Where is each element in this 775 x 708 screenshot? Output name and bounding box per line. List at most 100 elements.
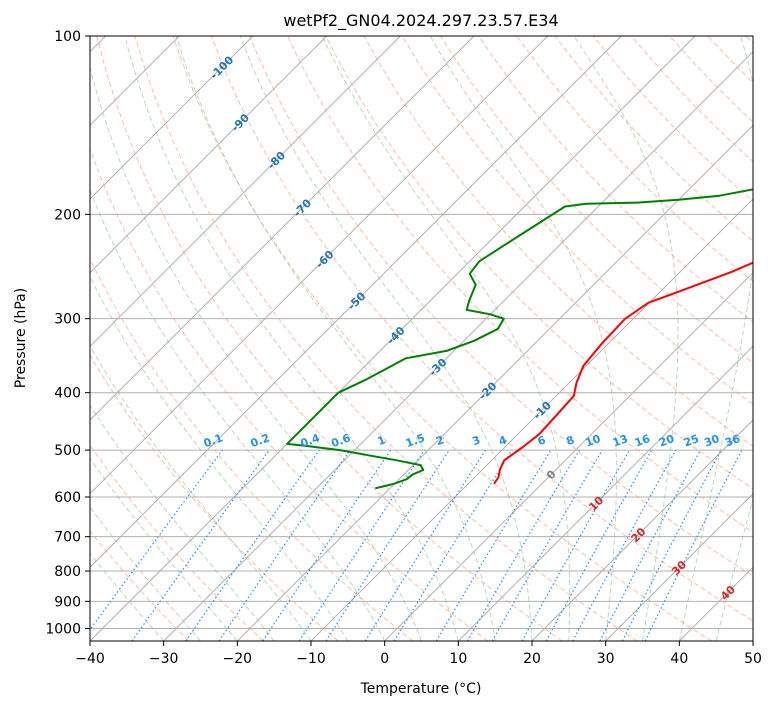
mixing-ratio-line xyxy=(521,449,631,641)
isotherm-line xyxy=(236,124,753,641)
mixing-ratio-label: 8 xyxy=(564,433,576,448)
mixing-ratio-line xyxy=(435,449,552,641)
mixing-ratio-label: 6 xyxy=(536,433,548,448)
moist-adiabat xyxy=(90,506,201,641)
isotherm-line xyxy=(384,271,753,641)
mixing-ratio-label: 10 xyxy=(584,432,603,450)
y-tick-label: 600 xyxy=(54,490,81,506)
isotherm-line xyxy=(531,419,753,641)
isotherm-line xyxy=(605,492,753,641)
isotherm-line xyxy=(457,345,753,641)
y-axis: 100 200 300 400 500 600 700 800 900 1000 xyxy=(45,29,90,637)
y-tick-label: 100 xyxy=(54,29,81,45)
moist-adiabat xyxy=(90,65,422,641)
moist-adiabat xyxy=(429,36,617,641)
mixing-ratio-label: 3 xyxy=(470,433,482,448)
y-tick-label: 300 xyxy=(54,312,81,328)
y-tick-label: 500 xyxy=(54,443,81,459)
mixing-ratio-line xyxy=(90,449,223,631)
dry-adiabat xyxy=(210,36,753,622)
mixing-ratio-label: 0.2 xyxy=(249,431,272,450)
isotherm-line xyxy=(90,36,475,421)
y-axis-label: Pressure (hPa) xyxy=(13,288,29,388)
isotherm-line xyxy=(163,50,753,641)
sounding-series xyxy=(286,188,753,490)
mixing-ratio-line xyxy=(262,449,392,641)
moist-adiabat xyxy=(124,36,459,641)
plot-frame xyxy=(89,35,754,642)
isotherm-line xyxy=(310,198,753,641)
isotherm-line xyxy=(90,36,401,348)
isotherm-line xyxy=(678,566,753,641)
isotherm-line xyxy=(90,36,622,569)
mixing-ratio-label: 25 xyxy=(682,432,701,449)
mixing-ratio-line xyxy=(364,449,486,641)
x-tick-label: 0 xyxy=(380,651,389,667)
temperature-profile xyxy=(493,261,753,485)
moist-adiabat xyxy=(573,36,679,641)
y-tick-label: 400 xyxy=(54,386,81,402)
y-tick-label: 1000 xyxy=(45,621,81,637)
mixing-ratio-label: 13 xyxy=(611,432,630,449)
moist-adiabat xyxy=(90,404,275,641)
mixing-ratio-line xyxy=(572,449,677,641)
moist-adiabat xyxy=(90,345,312,641)
mixing-ratio-line xyxy=(545,449,653,641)
moist-adiabat xyxy=(175,36,496,641)
mixing-ratio-line xyxy=(393,449,513,641)
y-tick-label: 200 xyxy=(54,207,81,223)
background-lines xyxy=(90,36,753,641)
dry-adiabat xyxy=(96,36,563,641)
dry-adiabat xyxy=(134,36,638,641)
dry-adiabat xyxy=(478,36,753,323)
dewpoint-profile xyxy=(286,188,753,490)
dry-adiabat xyxy=(707,36,753,84)
dry-adiabat xyxy=(90,354,339,641)
mixing-ratio-line xyxy=(298,449,425,641)
moist-adiabat xyxy=(90,275,349,641)
x-tick-label: −20 xyxy=(223,651,253,667)
dry-adiabat xyxy=(745,36,753,44)
dry-adiabat xyxy=(363,36,753,447)
dry-adiabat xyxy=(592,36,753,202)
dry-adiabat xyxy=(439,36,753,364)
y-tick-label: 800 xyxy=(54,564,81,580)
chart-title: wetPf2_GN04.2024.297.23.57.E34 xyxy=(283,11,558,31)
dry-adiabat xyxy=(90,147,488,641)
dry-adiabat xyxy=(516,36,753,283)
mixing-ratio-label: 2 xyxy=(434,433,446,448)
moist-adiabat xyxy=(90,188,386,641)
x-tick-label: −40 xyxy=(75,651,105,667)
x-tick-label: 30 xyxy=(597,651,615,667)
x-axis-label: Temperature (°C) xyxy=(360,681,482,697)
line-labels: 0.1 0.2 0.4 0.6 1 1.5 2 3 4 6 8 10 13 16 20 25 30 36 -100 -… xyxy=(202,53,742,603)
isotherm-label: -90 xyxy=(229,111,252,134)
dry-adiabat xyxy=(554,36,753,242)
dry-adiabat xyxy=(90,530,190,641)
isotherm-line xyxy=(90,36,549,495)
mixing-ratio-line xyxy=(218,449,351,641)
x-axis: −40 −30 −20 −10 0 10 20 30 40 50 xyxy=(75,641,762,667)
mixing-ratio-line xyxy=(131,449,270,641)
isotherm-line xyxy=(752,640,753,641)
isotherm-label: -100 xyxy=(208,53,237,82)
x-tick-label: 10 xyxy=(449,651,467,667)
x-tick-label: 50 xyxy=(744,651,762,667)
mixing-ratio-label: 16 xyxy=(633,432,652,450)
isotherm-line xyxy=(90,36,254,200)
dry-adiabat xyxy=(287,36,753,533)
mixing-ratio-line xyxy=(599,449,702,641)
moist-adiabat xyxy=(321,36,571,641)
mixing-ratio-label: 0.4 xyxy=(299,431,322,450)
moist-adiabat xyxy=(715,496,753,641)
y-tick-label: 700 xyxy=(54,530,81,546)
moist-adiabat xyxy=(239,36,533,641)
dry-adiabat xyxy=(90,257,414,641)
moist-adiabat xyxy=(678,36,753,641)
mixing-ratio-label: 0.1 xyxy=(202,431,225,450)
dry-adiabat xyxy=(669,36,753,123)
mixing-ratio-label: 0.6 xyxy=(330,431,353,450)
x-tick-label: 40 xyxy=(670,651,688,667)
mixing-ratio-label: 4 xyxy=(497,433,509,448)
mixing-ratio-label: 30 xyxy=(702,432,721,450)
